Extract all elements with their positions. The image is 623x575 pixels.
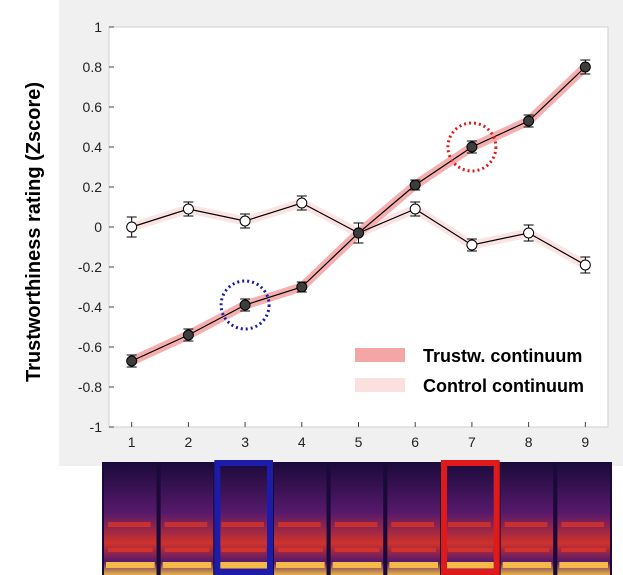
formant-band [391,522,434,527]
spectrogram-segment [274,462,327,575]
y-tick-label: 0 [94,219,102,235]
x-tick-label: 5 [355,434,363,450]
x-tick-label: 7 [468,434,476,450]
x-tick-label: 8 [525,434,533,450]
formant-band [221,548,266,552]
axes: 1 0.8 0.6 0.4 0.2 0 -0.2 -0.4 -0.6 -0.8 -1 1 2 3 4 5 6 7 8… [78,19,590,450]
y-tick-label: 1 [94,19,102,35]
y-tick-label: 0.2 [83,179,103,195]
trustw-point [182,329,194,341]
formant-band [278,522,321,527]
formant-band [561,522,604,527]
formant-band [164,548,210,552]
spectrogram-segment [387,462,440,575]
control-point [239,215,251,227]
trustw-point [523,115,535,127]
formant-band [108,522,151,527]
legend-label-control: Control continuum [423,376,584,396]
trustw-point [409,179,421,191]
legend-label-trustw: Trustw. continuum [423,346,582,366]
y-tick-label: -0.8 [78,379,102,395]
x-tick-label: 2 [184,434,192,450]
highlight-circle-2 [446,121,498,173]
control-point [409,203,421,215]
spectrogram-highlight-7 [441,460,500,575]
x-tick-label: 1 [128,434,136,450]
spectrogram-segment [104,462,157,575]
formant-band [278,548,323,552]
trustw-point [466,141,478,153]
control-point [126,221,138,233]
formant-band [448,522,491,527]
trustw-point [126,355,138,367]
formant-band [164,522,208,527]
segment-gap [326,462,331,575]
formant-band [106,562,155,568]
x-tick-label: 3 [241,434,249,450]
y-axis-label: Trustworthiness rating (Zscore) [23,82,45,382]
y-tick-label: 0.4 [83,139,103,155]
y-tick-label: 0.8 [83,59,103,75]
formant-band [221,522,264,527]
formant-band [334,548,380,552]
formant-band [332,562,382,568]
x-tick-label: 6 [411,434,419,450]
formant-band [389,562,438,568]
formant-band [559,562,608,568]
y-tick-label: -1 [90,419,103,435]
y-tick-label: 0.6 [83,99,103,115]
control-point [182,203,194,215]
legend: Trustw. continuum Control continuum [355,346,584,396]
formant-band [504,522,548,527]
spectrogram-segment [160,462,214,575]
control-point [523,227,535,239]
trustw-point [296,281,308,293]
formant-band [219,562,268,568]
formant-band [391,548,436,552]
segment-gap [383,462,388,575]
formant-band [502,562,552,568]
x-tick-label: 4 [298,434,306,450]
formant-band [446,562,495,568]
highlight-circle-1 [219,279,271,331]
annotations [219,121,498,331]
formant-band [504,548,550,552]
spectrogram-segment [557,462,610,575]
data-markers [126,61,591,367]
y-tick-label: -0.6 [78,339,102,355]
trustw-point [353,227,364,239]
spectrogram-segment [330,462,384,575]
formant-band [334,522,378,527]
spectrogram-segment [500,462,554,575]
y-tick-label: -0.4 [78,299,102,315]
legend-swatch-control [355,378,405,392]
trustw-point [579,61,591,73]
y-tick-label: -0.2 [78,259,102,275]
segment-gap [553,462,558,575]
spectrogram-highlight-3 [214,460,273,575]
control-point [296,197,308,209]
trustw-point [239,299,251,311]
formant-band [162,562,212,568]
spectrogram [102,460,612,575]
x-tick-label: 9 [581,434,589,450]
formant-band [276,562,325,568]
control-point [579,259,591,271]
spectrogram-segment [444,462,497,575]
formant-band [561,548,606,552]
formant-band [448,548,493,552]
legend-swatch-trustw [355,348,405,362]
segment-gap [156,462,161,575]
control-point [466,239,478,251]
spectrogram-segment [217,462,270,575]
formant-band [108,548,153,552]
